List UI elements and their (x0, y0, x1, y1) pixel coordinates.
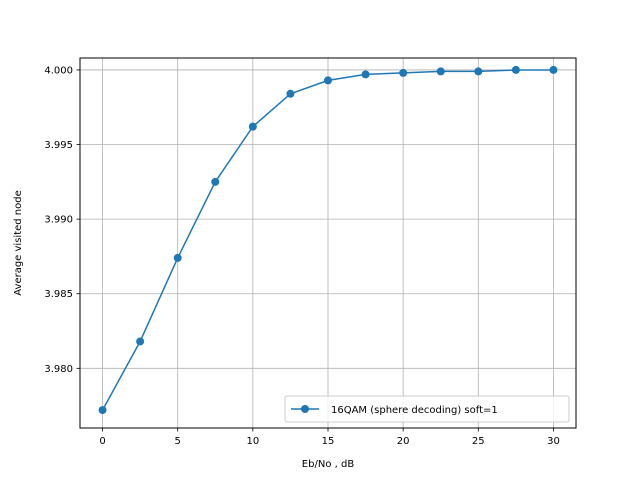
axis-ticks: 0 5 10 15 20 25 30 3.980 3.985 3.990 3.995 4.000 (44, 65, 559, 447)
y-tick-label: 3.985 (44, 289, 73, 300)
x-tick-label: 15 (322, 436, 335, 447)
data-point (399, 68, 408, 77)
legend-label: 16QAM (sphere decoding) soft=1 (331, 405, 498, 416)
x-tick-label: 20 (397, 436, 410, 447)
grid-lines (80, 58, 576, 428)
legend-marker-swatch (301, 405, 309, 413)
series-layer (98, 65, 558, 415)
data-point (474, 67, 483, 76)
x-tick-label: 0 (99, 436, 105, 447)
x-tick-label: 10 (246, 436, 259, 447)
y-axis-label: Average visited node (13, 190, 24, 295)
data-point (136, 337, 145, 346)
x-tick-label: 30 (547, 436, 560, 447)
y-tick-label: 3.990 (44, 215, 73, 226)
data-point (436, 67, 445, 76)
data-point (324, 76, 332, 85)
data-point (211, 177, 220, 186)
legend: 16QAM (sphere decoding) soft=1 (284, 395, 570, 423)
data-point (286, 89, 295, 98)
y-tick-label: 3.995 (44, 140, 73, 151)
y-tick-label: 3.980 (44, 364, 73, 375)
data-point (511, 65, 520, 74)
x-tick-label: 25 (472, 436, 485, 447)
data-point (173, 253, 182, 262)
x-tick-label: 5 (175, 436, 181, 447)
x-axis-label: Eb/No , dB (302, 459, 355, 470)
data-point (98, 406, 107, 415)
data-point (549, 65, 558, 74)
data-point (361, 70, 370, 79)
legend-box (284, 395, 570, 423)
y-tick-label: 4.000 (44, 65, 73, 76)
data-point (248, 122, 257, 131)
